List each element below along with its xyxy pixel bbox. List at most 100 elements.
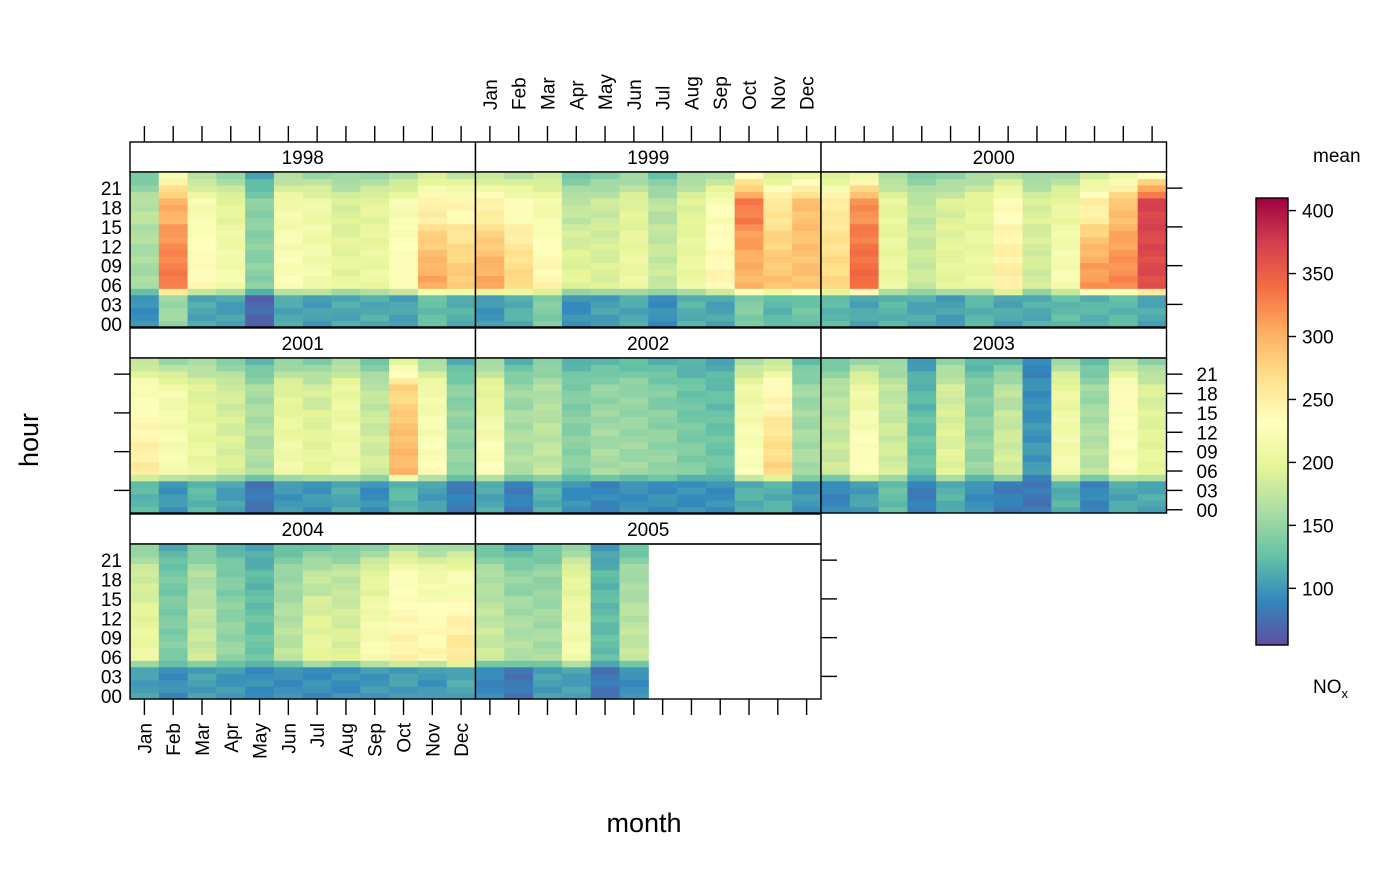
heat-cell	[130, 563, 160, 571]
heat-cell	[648, 416, 678, 424]
heat-cell	[1051, 370, 1081, 378]
heat-cell	[504, 294, 534, 302]
heat-cell	[677, 506, 707, 514]
x-axis-title: month	[606, 808, 681, 838]
heat-cell	[245, 204, 275, 212]
heat-cell	[302, 191, 333, 199]
heat-cell	[1108, 416, 1139, 424]
heat-cell	[763, 403, 793, 411]
heat-cell	[734, 210, 765, 218]
heat-cell	[964, 255, 995, 264]
heat-cell	[1137, 448, 1168, 456]
heat-cell	[648, 243, 678, 251]
heat-cell	[561, 474, 592, 482]
heat-cell	[821, 184, 851, 192]
heat-cell	[561, 364, 592, 372]
heat-cell	[446, 416, 477, 424]
heat-cell	[792, 294, 822, 302]
heat-cell	[1022, 236, 1052, 244]
heat-cell	[1051, 435, 1081, 443]
heat-cell	[1022, 230, 1052, 238]
heat-cell	[475, 422, 505, 430]
heat-cell	[1080, 396, 1110, 404]
heat-cell	[187, 666, 217, 674]
heat-cell	[936, 454, 966, 462]
heat-cell	[360, 307, 390, 315]
heat-cell	[734, 474, 765, 482]
heat-cell	[878, 487, 908, 495]
heat-cell	[504, 281, 534, 289]
heat-cell	[619, 506, 649, 514]
heat-cell	[475, 314, 505, 322]
heat-cell	[677, 191, 707, 199]
x-tick-label: Sep	[366, 723, 387, 757]
heat-cell	[878, 416, 908, 424]
heat-cell	[245, 435, 275, 443]
heat-cell	[705, 493, 736, 501]
heat-cell	[821, 268, 851, 276]
heat-cell	[331, 416, 361, 424]
heat-cell	[677, 487, 707, 495]
heat-cell	[619, 416, 649, 424]
heat-cell	[360, 268, 390, 276]
heat-cell	[878, 454, 908, 462]
heat-cell	[792, 454, 822, 462]
heat-cell	[417, 230, 448, 238]
heat-cell	[475, 563, 505, 571]
heat-cell	[533, 294, 563, 302]
heat-cell	[1051, 217, 1081, 225]
heat-cell	[245, 172, 275, 180]
x-tick-label: Nov	[423, 723, 444, 757]
heat-cell	[763, 493, 793, 501]
heat-cell	[417, 268, 448, 276]
heat-cell	[561, 500, 592, 508]
heat-cell	[849, 184, 880, 192]
y-tick-label: 03	[1197, 481, 1218, 502]
heat-cell	[446, 262, 477, 270]
heat-cell	[561, 396, 592, 404]
heat-cell	[1051, 480, 1081, 488]
heat-cell	[1022, 320, 1052, 328]
heat-cell	[878, 390, 908, 398]
heat-cell	[360, 569, 390, 577]
heat-cell	[1137, 197, 1168, 205]
heat-cell	[878, 493, 908, 501]
heat-cell	[792, 236, 822, 244]
heat-cell	[1022, 243, 1052, 251]
heat-cell	[1051, 255, 1081, 264]
x-tick-label: Jan	[481, 79, 502, 110]
heat-cell	[187, 429, 217, 437]
heat-cell	[187, 686, 217, 694]
heat-cell	[245, 262, 275, 270]
heat-cell	[1022, 422, 1052, 430]
heat-cell	[734, 255, 765, 264]
strip-2003	[820, 327, 1168, 359]
heat-cell	[273, 500, 304, 508]
heat-cell	[993, 178, 1024, 186]
heat-cell	[446, 377, 477, 385]
heat-cell	[561, 204, 592, 212]
heat-cell	[331, 673, 361, 681]
heat-cell	[878, 441, 908, 450]
x-tick-label: Nov	[769, 76, 790, 110]
heat-cell	[331, 660, 361, 668]
heat-cell	[1108, 281, 1139, 289]
heat-cell	[993, 358, 1024, 366]
heat-cell	[1022, 255, 1052, 264]
heat-cell	[590, 197, 621, 205]
heat-cell	[648, 441, 678, 450]
heat-cell	[475, 608, 505, 616]
heat-cell	[216, 268, 246, 276]
heat-cell	[331, 556, 361, 564]
heat-cell	[561, 595, 592, 603]
heat-cell	[331, 178, 361, 186]
heat-cell	[475, 602, 505, 610]
heat-cell	[763, 461, 793, 469]
heat-cell	[964, 461, 995, 469]
heat-cell	[878, 294, 908, 302]
heat-cell	[993, 487, 1024, 495]
heat-cell	[1137, 262, 1168, 270]
heat-cell	[619, 370, 649, 378]
heat-cell	[1108, 506, 1139, 514]
heat-cell	[533, 640, 563, 648]
